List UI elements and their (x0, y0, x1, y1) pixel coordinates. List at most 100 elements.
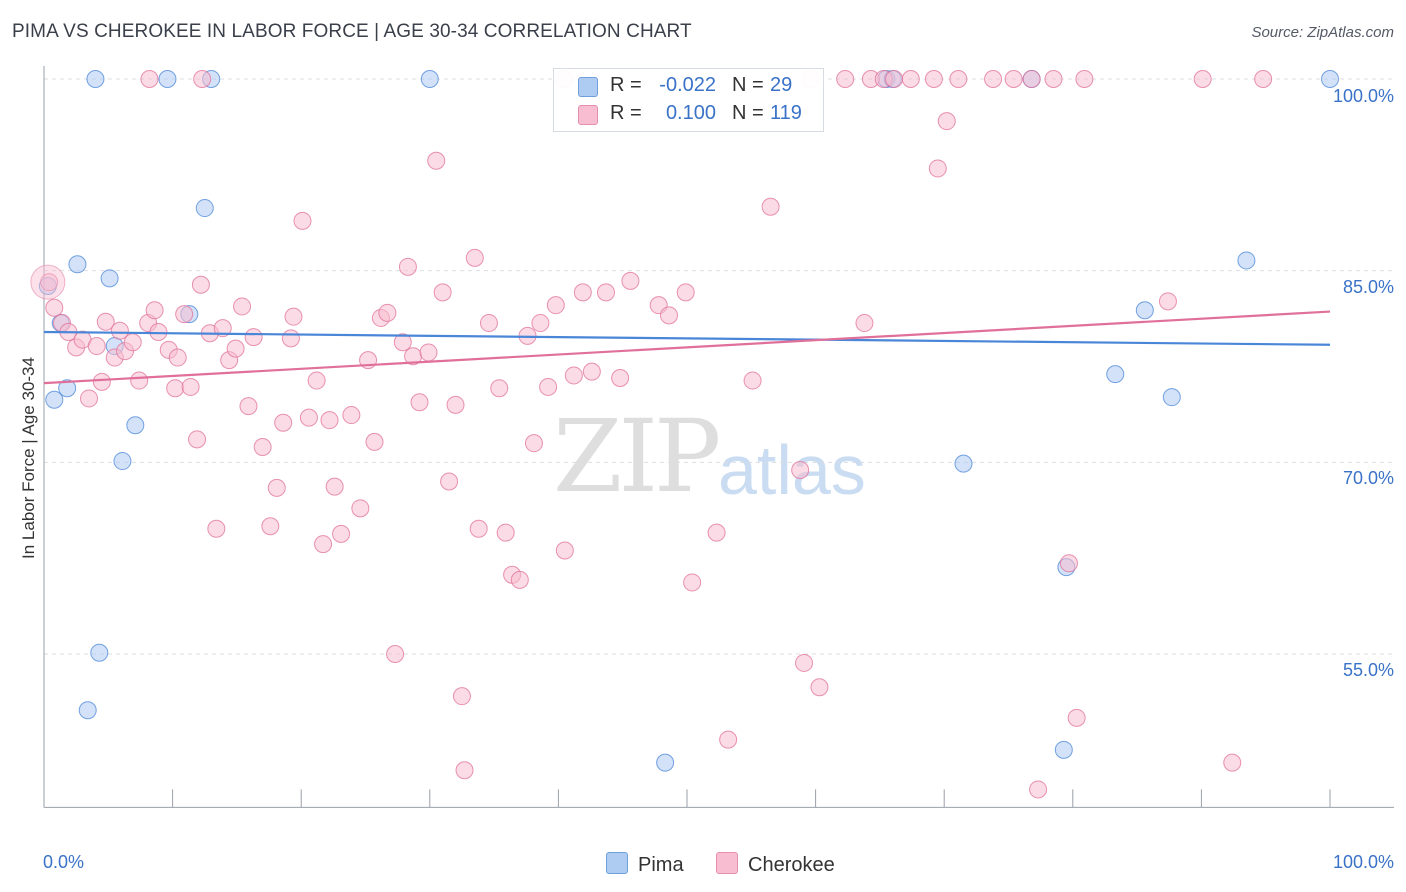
cherokee-point (791, 461, 810, 479)
pima-legend-label: Pima (638, 854, 684, 876)
cherokee-point (546, 296, 565, 315)
legend-item-pima[interactable]: Pima (606, 852, 684, 877)
n-label: N = (732, 74, 764, 96)
n-value: 29 (770, 74, 793, 96)
cherokee-point (836, 70, 855, 88)
pima-point (113, 452, 132, 471)
cherokee-point (293, 211, 312, 230)
cherokee-point (1044, 70, 1063, 88)
cherokee-swatch (578, 105, 598, 125)
cherokee-point (984, 70, 1003, 88)
cherokee-point (45, 298, 64, 317)
r-label: R = (610, 102, 642, 124)
cherokee-point (267, 478, 286, 497)
cherokee-point (332, 524, 351, 543)
cherokee-point (761, 197, 780, 216)
cherokee-point (213, 319, 232, 338)
cherokee-point (342, 406, 361, 425)
pima-point (86, 70, 105, 88)
cherokee-point (555, 541, 574, 560)
cherokee-point (928, 159, 947, 178)
cherokee-point (393, 333, 412, 352)
cherokee-point (281, 329, 300, 348)
pima-point (1054, 740, 1073, 759)
cherokee-point (433, 283, 452, 302)
cherokee-point (949, 70, 968, 88)
pima-point (1106, 365, 1125, 384)
n-label: N = (732, 102, 764, 124)
cherokee-point (564, 366, 583, 385)
pima-point (78, 701, 97, 720)
cherokee-point (901, 70, 920, 88)
cherokee-point (96, 312, 115, 331)
cherokee-point (80, 389, 99, 408)
r-label: R = (610, 74, 642, 96)
grid-lines (44, 78, 1394, 655)
cherokee-point (274, 413, 293, 432)
cherokee-point (510, 570, 529, 589)
cherokee-point (168, 348, 187, 367)
pima-point (954, 454, 973, 473)
x-tick-label: 0.0% (43, 852, 85, 872)
cherokee-point (40, 273, 59, 292)
cherokee-legend-label: Cherokee (748, 854, 835, 876)
cherokee-point (140, 70, 159, 88)
cherokee-point (320, 411, 339, 430)
pima-point (1162, 388, 1181, 407)
y-tick-label: 100.0% (1332, 86, 1394, 106)
cherokee-point (924, 70, 943, 88)
cherokee-point (378, 303, 397, 322)
pima-point (58, 379, 77, 398)
y-tick-label: 70.0% (1342, 468, 1394, 488)
cherokee-point (1158, 292, 1177, 311)
pima-swatch (578, 77, 598, 97)
cherokee-point (239, 397, 258, 416)
legend-row-cherokee: R = 0.100 N = 119 (554, 100, 823, 128)
cherokee-point (226, 339, 245, 358)
cherokee-point (1067, 708, 1086, 727)
cherokee-point (719, 730, 738, 749)
data-points (30, 70, 1339, 799)
pima-point (656, 753, 675, 772)
cherokee-point (314, 535, 333, 554)
cherokee-point (307, 371, 326, 390)
cherokee-point (87, 337, 106, 356)
r-value: 0.100 (665, 102, 716, 124)
cherokee-point (166, 379, 185, 398)
axes (43, 66, 1394, 808)
cherokee-point (325, 477, 344, 496)
legend-item-cherokee[interactable]: Cherokee (716, 852, 835, 877)
cherokee-point (676, 283, 695, 302)
cherokee-point (1223, 753, 1242, 772)
trend-lines (43, 310, 1331, 385)
cherokee-point (455, 761, 474, 780)
pima-point (45, 390, 64, 409)
source-label: Source: ZipAtlas.com (1251, 24, 1394, 41)
y-tick-label: 85.0% (1342, 277, 1394, 297)
stats-legend: R = -0.022 N = 29 R = 0.100 N = 119 (553, 68, 824, 132)
cherokee-point (207, 519, 226, 538)
pima-point (420, 70, 439, 88)
pima-point (90, 643, 109, 662)
cherokee-point (193, 70, 212, 88)
cherokee-point (398, 257, 417, 276)
cherokee-point (145, 301, 164, 320)
cherokee-point (1059, 554, 1078, 573)
cherokee-point (596, 283, 615, 302)
cherokee-point (130, 371, 149, 390)
cherokee-point (465, 248, 484, 267)
cherokee-point (30, 264, 66, 300)
cherokee-point (123, 333, 142, 352)
cherokee-point (885, 70, 904, 88)
cherokee-point (452, 687, 471, 706)
cherokee-point (1029, 780, 1048, 799)
cherokee-point (621, 271, 640, 290)
r-value: -0.022 (659, 74, 716, 96)
legend-row-pima: R = -0.022 N = 29 (554, 72, 823, 100)
cherokee-point (351, 499, 370, 518)
cherokee-point (479, 314, 498, 333)
cherokee-point (1254, 70, 1273, 88)
cherokee-point (175, 305, 194, 324)
cherokee-point (386, 645, 405, 663)
